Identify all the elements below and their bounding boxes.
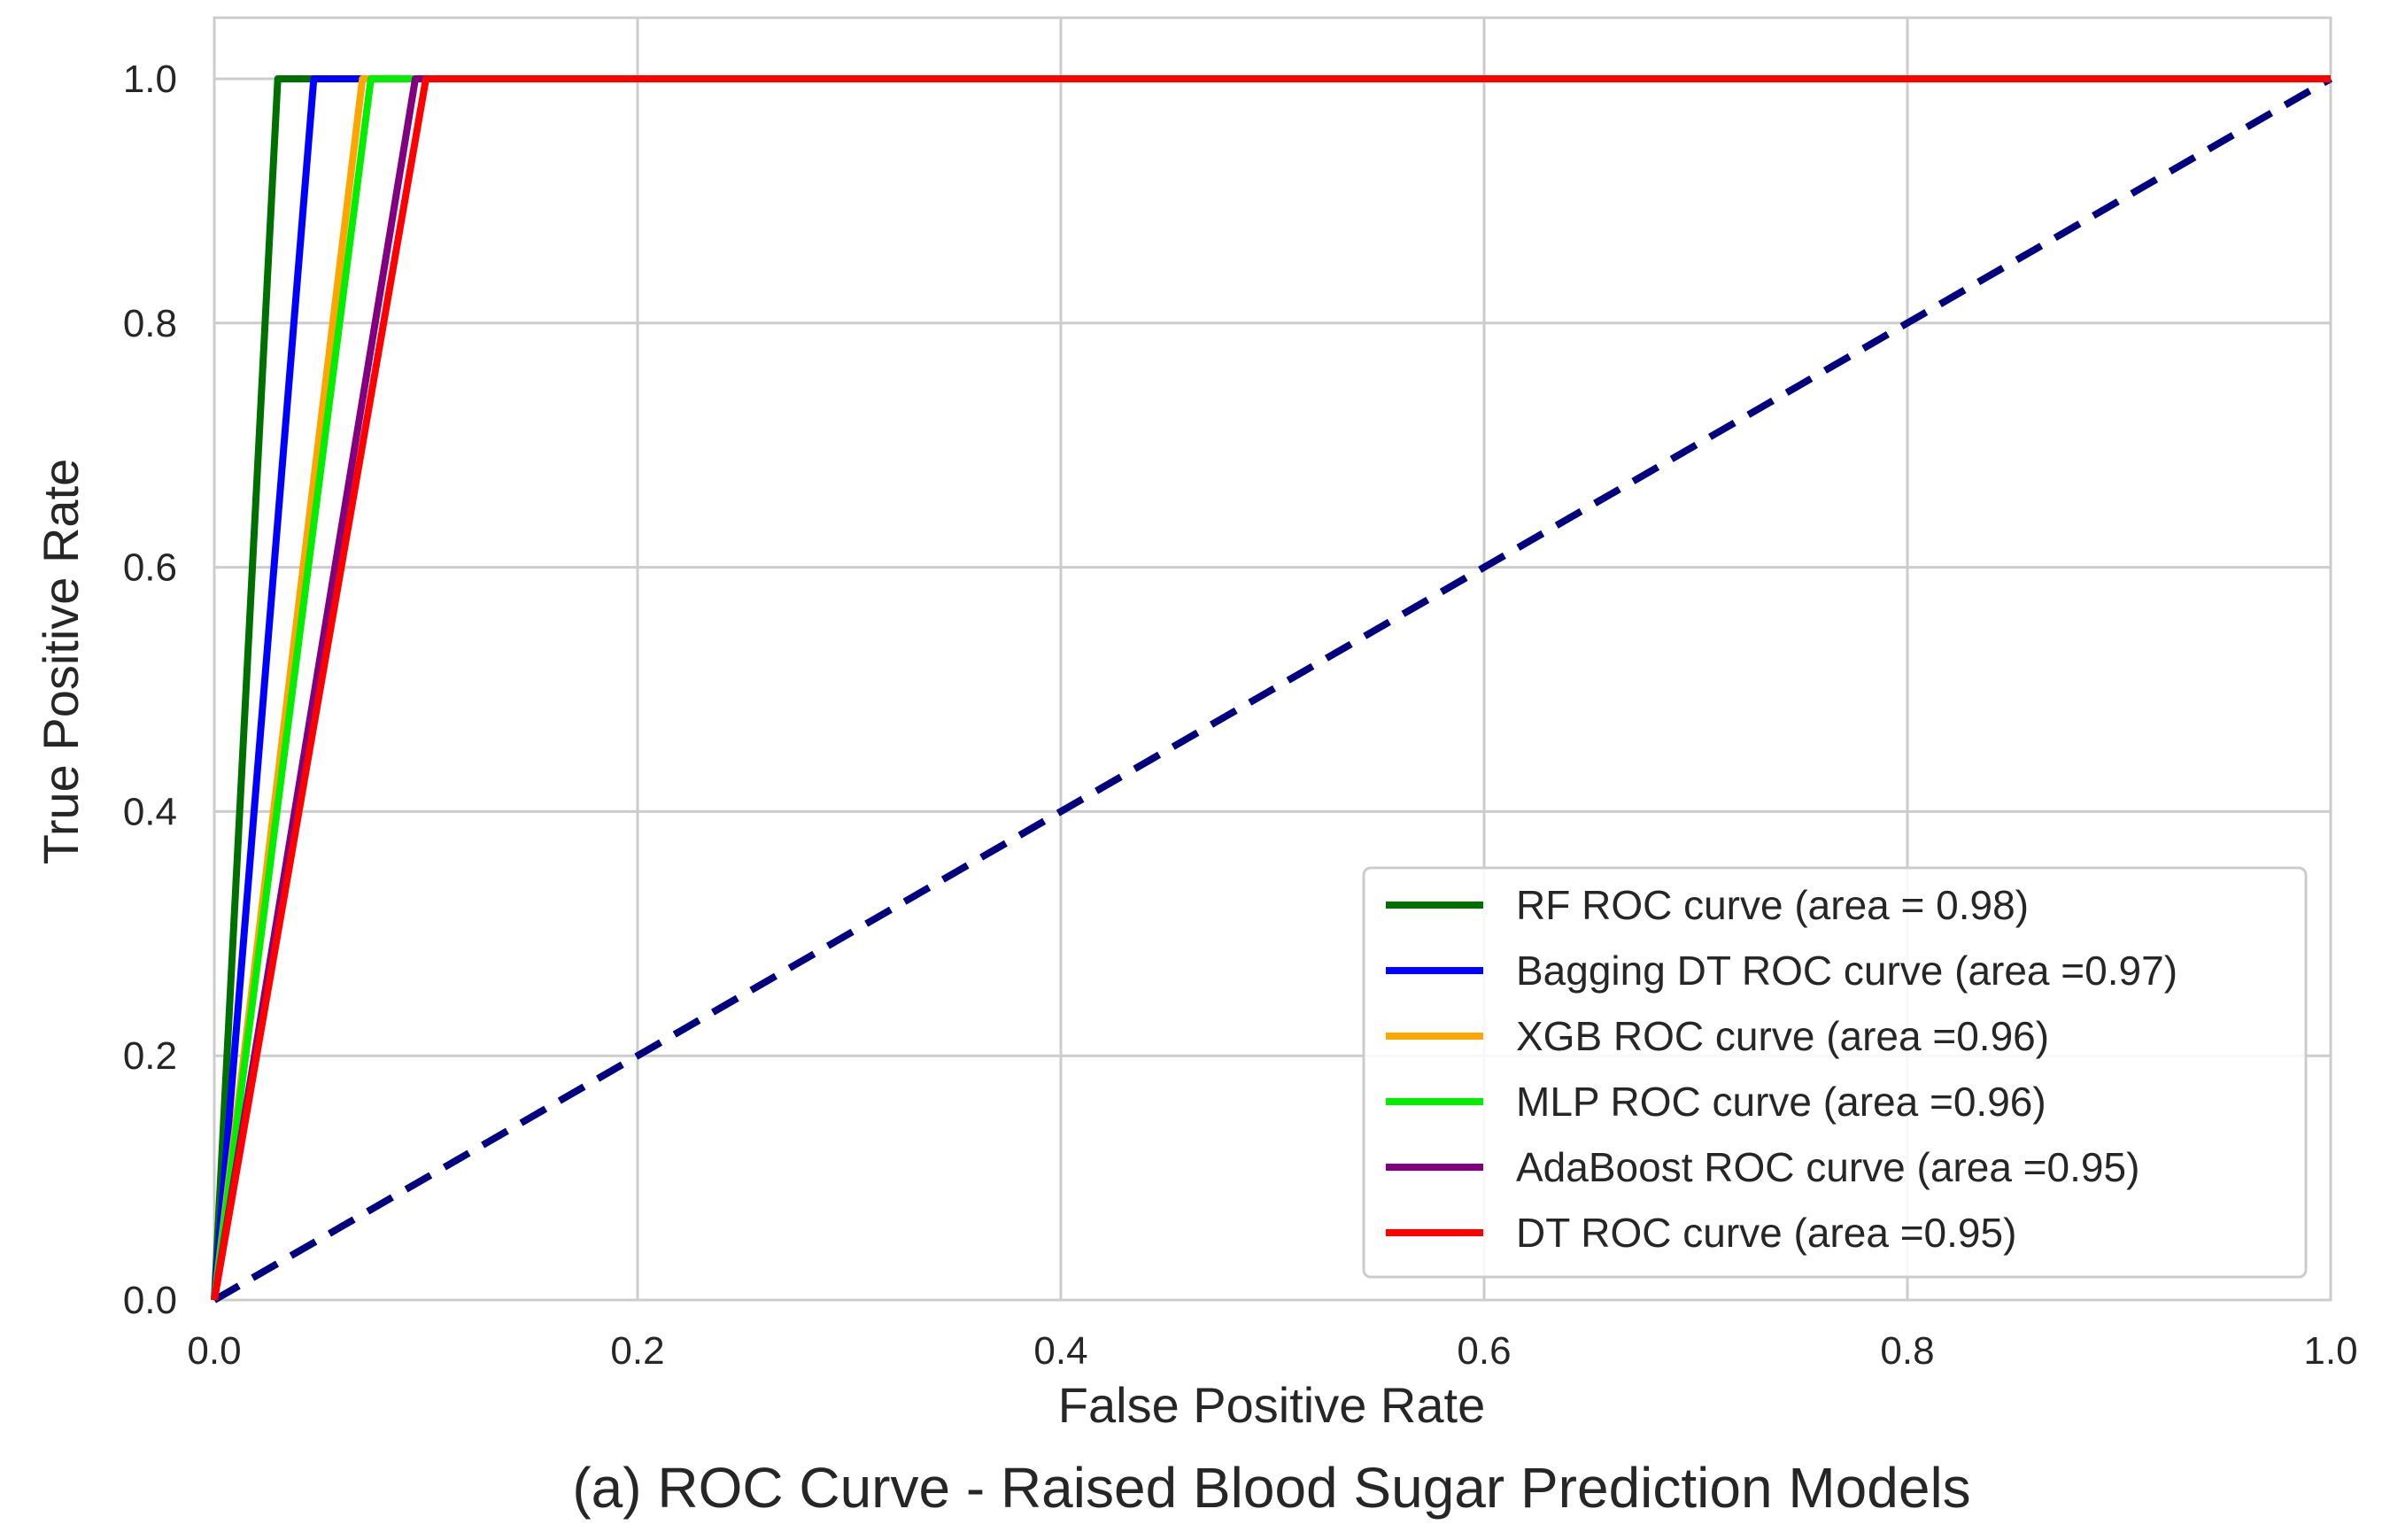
figure-caption: (a) ROC Curve - Raised Blood Sugar Predi… [572,1456,1970,1520]
x-tick-label: 0.6 [1457,1329,1511,1373]
y-tick-labels: 0.0 0.2 0.4 0.6 0.8 1.0 [123,58,177,1322]
legend-box [1362,866,2308,1279]
series-line-5 [211,74,2331,1301]
y-tick-label: 0.6 [123,546,177,590]
y-axis-label: True Positive Rate [33,459,89,865]
y-tick-label: 0.0 [123,1279,177,1322]
x-tick-label: 0.2 [610,1329,664,1373]
x-tick-labels: 0.0 0.2 0.4 0.6 0.8 1.0 [187,1329,2357,1373]
y-tick-label: 1.0 [123,58,177,101]
x-tick-label: 0.4 [1033,1329,1087,1373]
legend-label-2: XGB ROC curve (area =0.96) [1516,1013,2049,1059]
legend-label-4: AdaBoost ROC curve (area =0.95) [1516,1144,2139,1190]
y-tick-label: 0.8 [123,302,177,345]
y-tick-label: 0.2 [123,1034,177,1078]
legend-label-3: MLP ROC curve (area =0.96) [1516,1079,2046,1125]
x-tick-label: 0.8 [1880,1329,1934,1373]
legend: RF ROC curve (area = 0.98) Bagging DT ROC… [1362,866,2308,1279]
series-lines [211,74,2332,1304]
x-tick-label: 0.0 [187,1329,241,1373]
legend-label-5: DT ROC curve (area =0.95) [1516,1210,2016,1256]
chance-reference-line [213,75,2332,1304]
legend-label-1: Bagging DT ROC curve (area =0.97) [1516,948,2177,994]
x-axis-label: False Positive Rate [1058,1377,1485,1433]
legend-entries: RF ROC curve (area = 0.98) Bagging DT ROC… [1386,882,2177,1256]
y-tick-label: 0.4 [123,790,177,833]
plot-frame [213,16,2332,1302]
legend-label-0: RF ROC curve (area = 0.98) [1516,882,2029,928]
x-tick-label: 1.0 [2303,1329,2357,1373]
